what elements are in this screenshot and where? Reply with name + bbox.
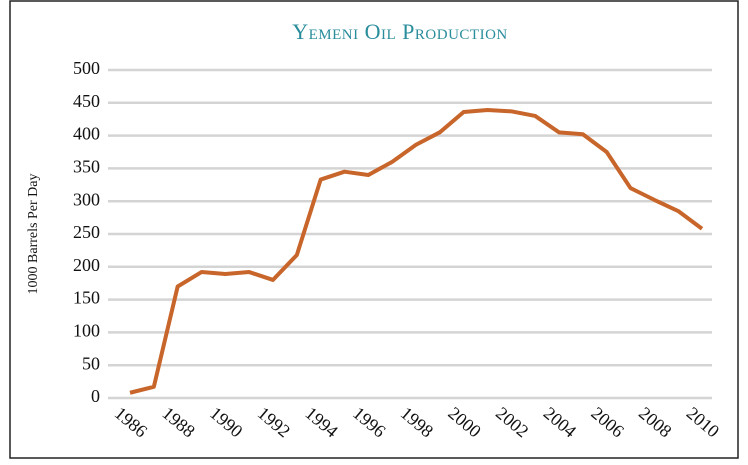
y-tick-label: 250 <box>73 222 100 242</box>
y-axis-label: 1000 Barrels Per Day <box>26 174 41 295</box>
x-tick-label: 1986 <box>111 403 151 441</box>
x-tick-label: 1996 <box>349 403 389 441</box>
x-tick-label: 2010 <box>683 403 723 441</box>
x-tick-label: 1994 <box>301 403 341 441</box>
x-tick-label: 2006 <box>587 403 627 441</box>
chart-title: Yemeni Oil Production <box>292 19 508 44</box>
y-tick-label: 300 <box>73 189 100 209</box>
y-tick-label: 400 <box>73 124 100 144</box>
data-line <box>129 108 704 395</box>
y-tick-label: 350 <box>73 157 100 177</box>
x-tick-label: 2004 <box>540 403 580 441</box>
y-tick-label: 450 <box>73 91 100 111</box>
x-tick-label: 2002 <box>492 403 532 441</box>
y-tick-label: 100 <box>73 321 100 341</box>
chart-border <box>9 0 739 459</box>
x-tick-label: 2000 <box>444 403 484 441</box>
y-tick-label: 0 <box>91 386 100 406</box>
y-tick-label: 500 <box>73 58 100 78</box>
x-tick-label: 1992 <box>254 403 294 441</box>
x-tick-label: 1998 <box>397 403 437 441</box>
x-tick-label: 1988 <box>158 403 198 441</box>
y-tick-label: 200 <box>73 255 100 275</box>
y-tick-label: 150 <box>73 288 100 308</box>
x-tick-label: 1990 <box>206 403 246 441</box>
x-tick-label: 2008 <box>635 403 675 441</box>
y-tick-label: 50 <box>82 353 100 373</box>
